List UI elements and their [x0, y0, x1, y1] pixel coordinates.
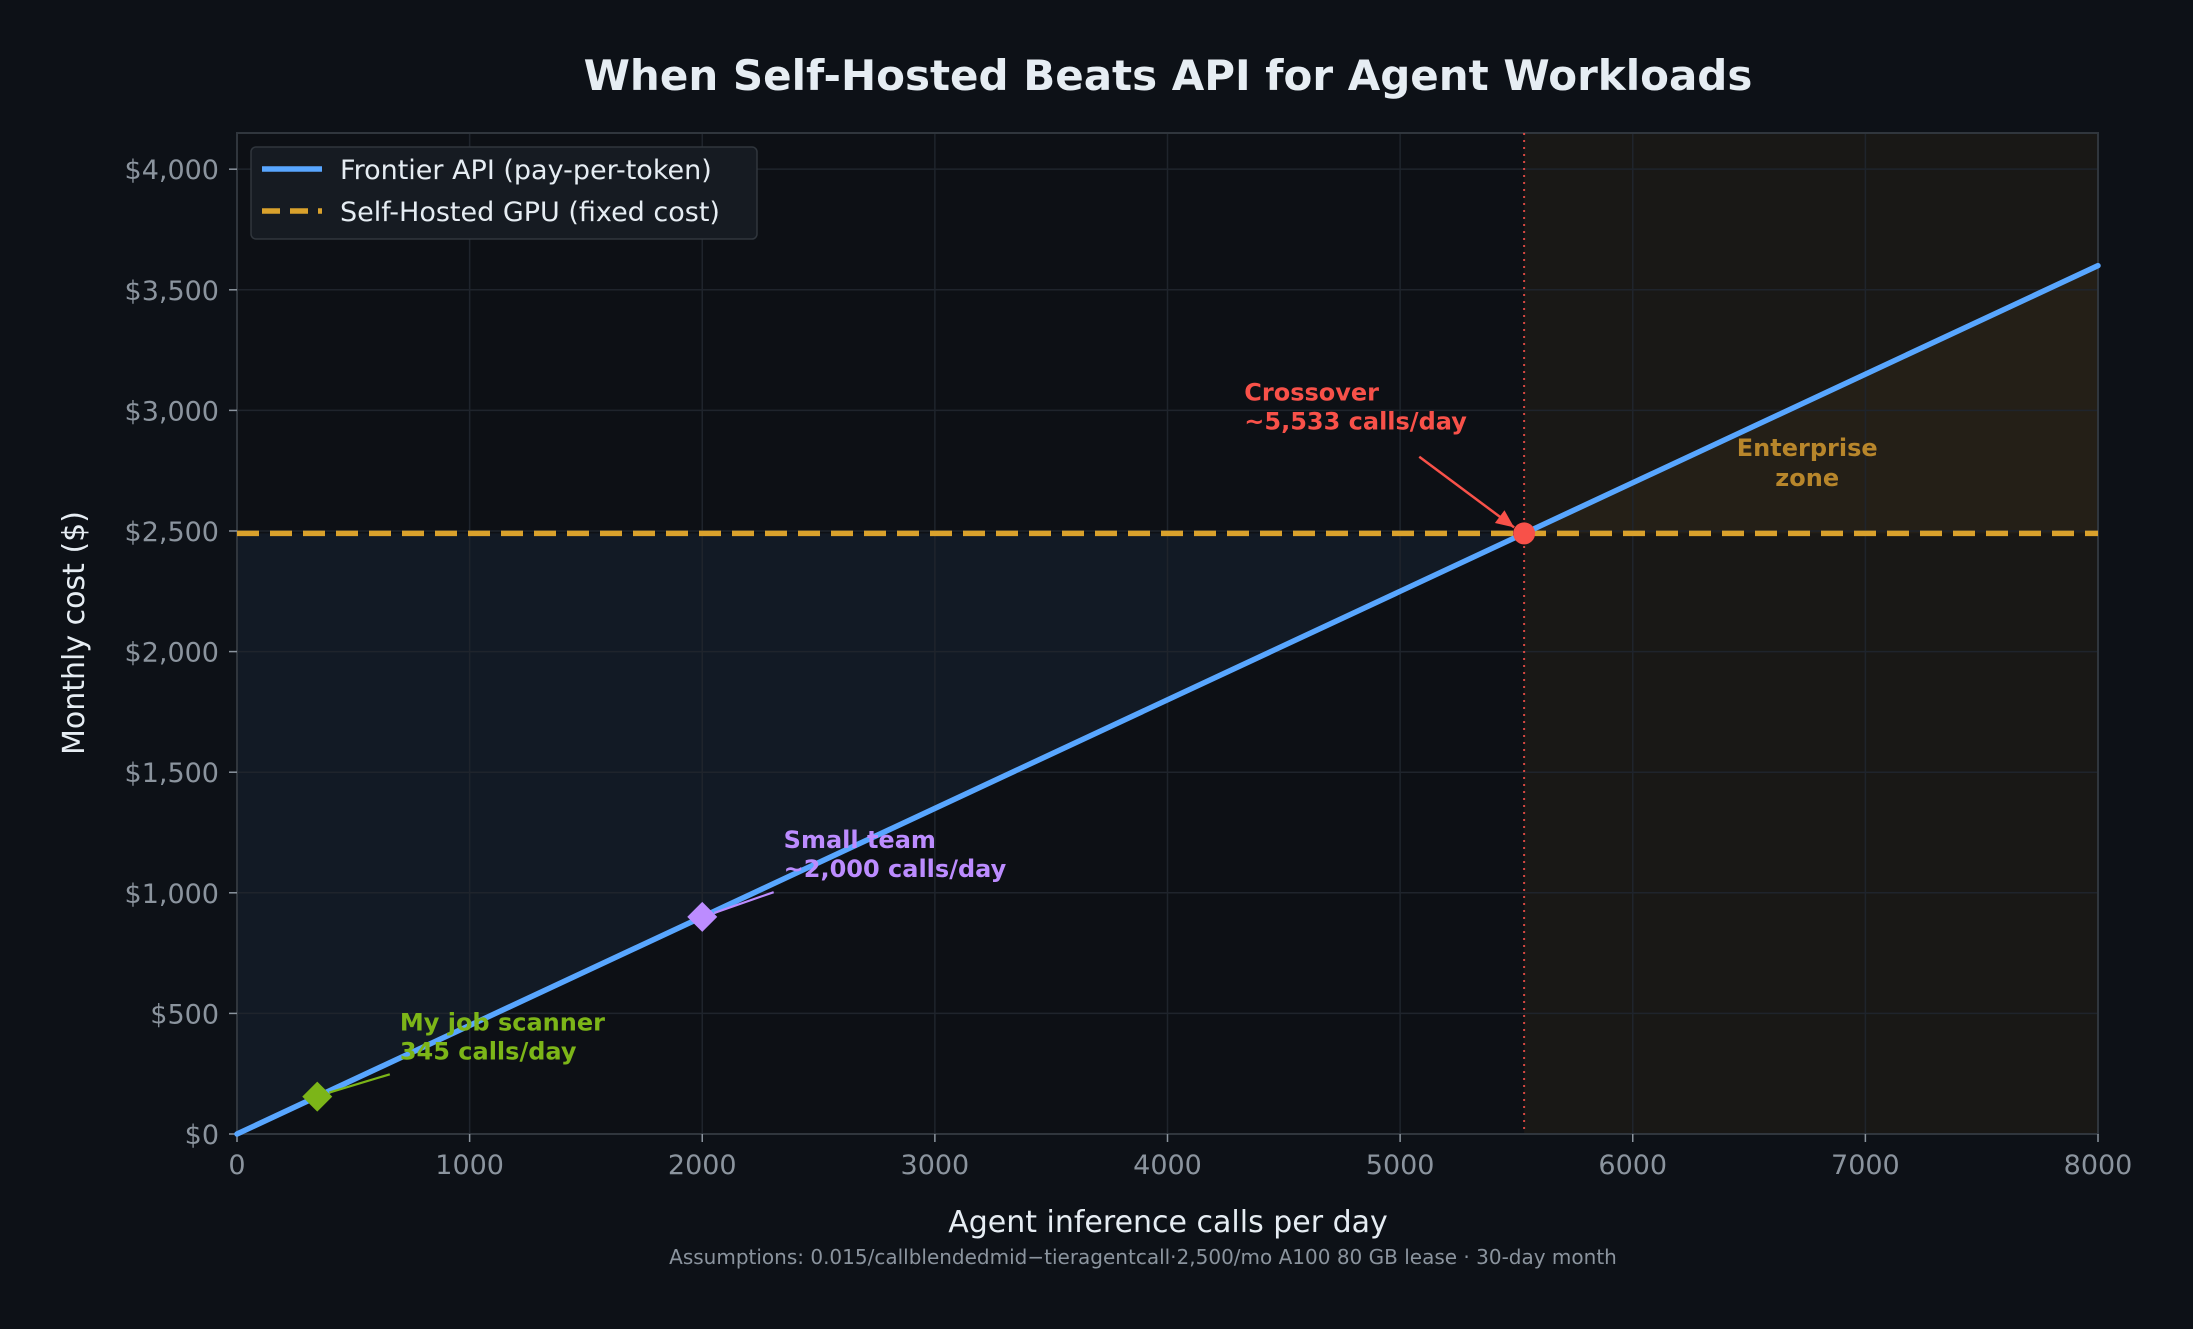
y-tick-label: $2,000 — [125, 638, 219, 669]
y-tick-label: $4,000 — [125, 155, 219, 186]
enterprise-zone-label: Enterprise zone — [1737, 434, 1878, 492]
api-series-line — [234, 262, 2101, 1137]
legend: Frontier API (pay-per-token) Self-Hosted … — [250, 146, 758, 240]
x-tick-label: 6000 — [1598, 1150, 1667, 1181]
y-tick-label: $1,000 — [125, 879, 219, 910]
x-tick-label: 4000 — [1133, 1150, 1202, 1181]
legend-selfhost-label: Self-Hosted GPU (fixed cost) — [340, 197, 720, 228]
x-tick-label: 8000 — [2064, 1150, 2133, 1181]
x-axis-label: Agent inference calls per day — [948, 1205, 1388, 1240]
legend-api-label: Frontier API (pay-per-token) — [340, 155, 712, 186]
y-tick-label: $0 — [185, 1120, 219, 1151]
y-axis-label: Monthly cost ($) — [57, 511, 92, 755]
y-tick-label: $2,500 — [125, 517, 219, 548]
crossover-arrow — [1418, 455, 1515, 529]
plot-area: 0 1000 2000 3000 4000 5000 6000 7000 8000 $0 $500 $… — [125, 132, 2133, 1181]
legend-box — [250, 146, 758, 240]
chart-title: When Self-Hosted Beats API for Agent Wor… — [584, 51, 1753, 100]
job-scanner-leader-line — [328, 1073, 391, 1094]
crossover-arrowhead — [1494, 510, 1515, 528]
job-scanner-label: My job scanner 345 calls/day — [400, 1008, 605, 1065]
x-tick-label: 7000 — [1831, 1150, 1900, 1181]
y-tick-label: $3,500 — [125, 276, 219, 307]
x-tick-label: 5000 — [1366, 1150, 1435, 1181]
x-tick-label: 1000 — [435, 1150, 504, 1181]
y-tick-label: $1,500 — [125, 758, 219, 789]
enterprise-zone-region — [1524, 133, 2098, 1134]
x-tick-label: 2000 — [668, 1150, 737, 1181]
y-tick-label: $500 — [150, 999, 219, 1030]
footnote: Assumptions: 0.015/callblendedmid−tierag… — [669, 1245, 1617, 1269]
small-team-leader-line — [713, 891, 775, 914]
crossover-point — [1513, 522, 1536, 545]
small-team-label: Small team ~2,000 calls/day — [784, 826, 1007, 883]
small-team-marker — [687, 901, 718, 932]
y-tick-label: $3,000 — [125, 396, 219, 427]
x-tick-label: 3000 — [901, 1150, 970, 1181]
crossover-label: Crossover ~5,533 calls/day — [1244, 379, 1467, 436]
job-scanner-marker — [302, 1081, 333, 1112]
x-tick-label: 0 — [228, 1150, 245, 1181]
